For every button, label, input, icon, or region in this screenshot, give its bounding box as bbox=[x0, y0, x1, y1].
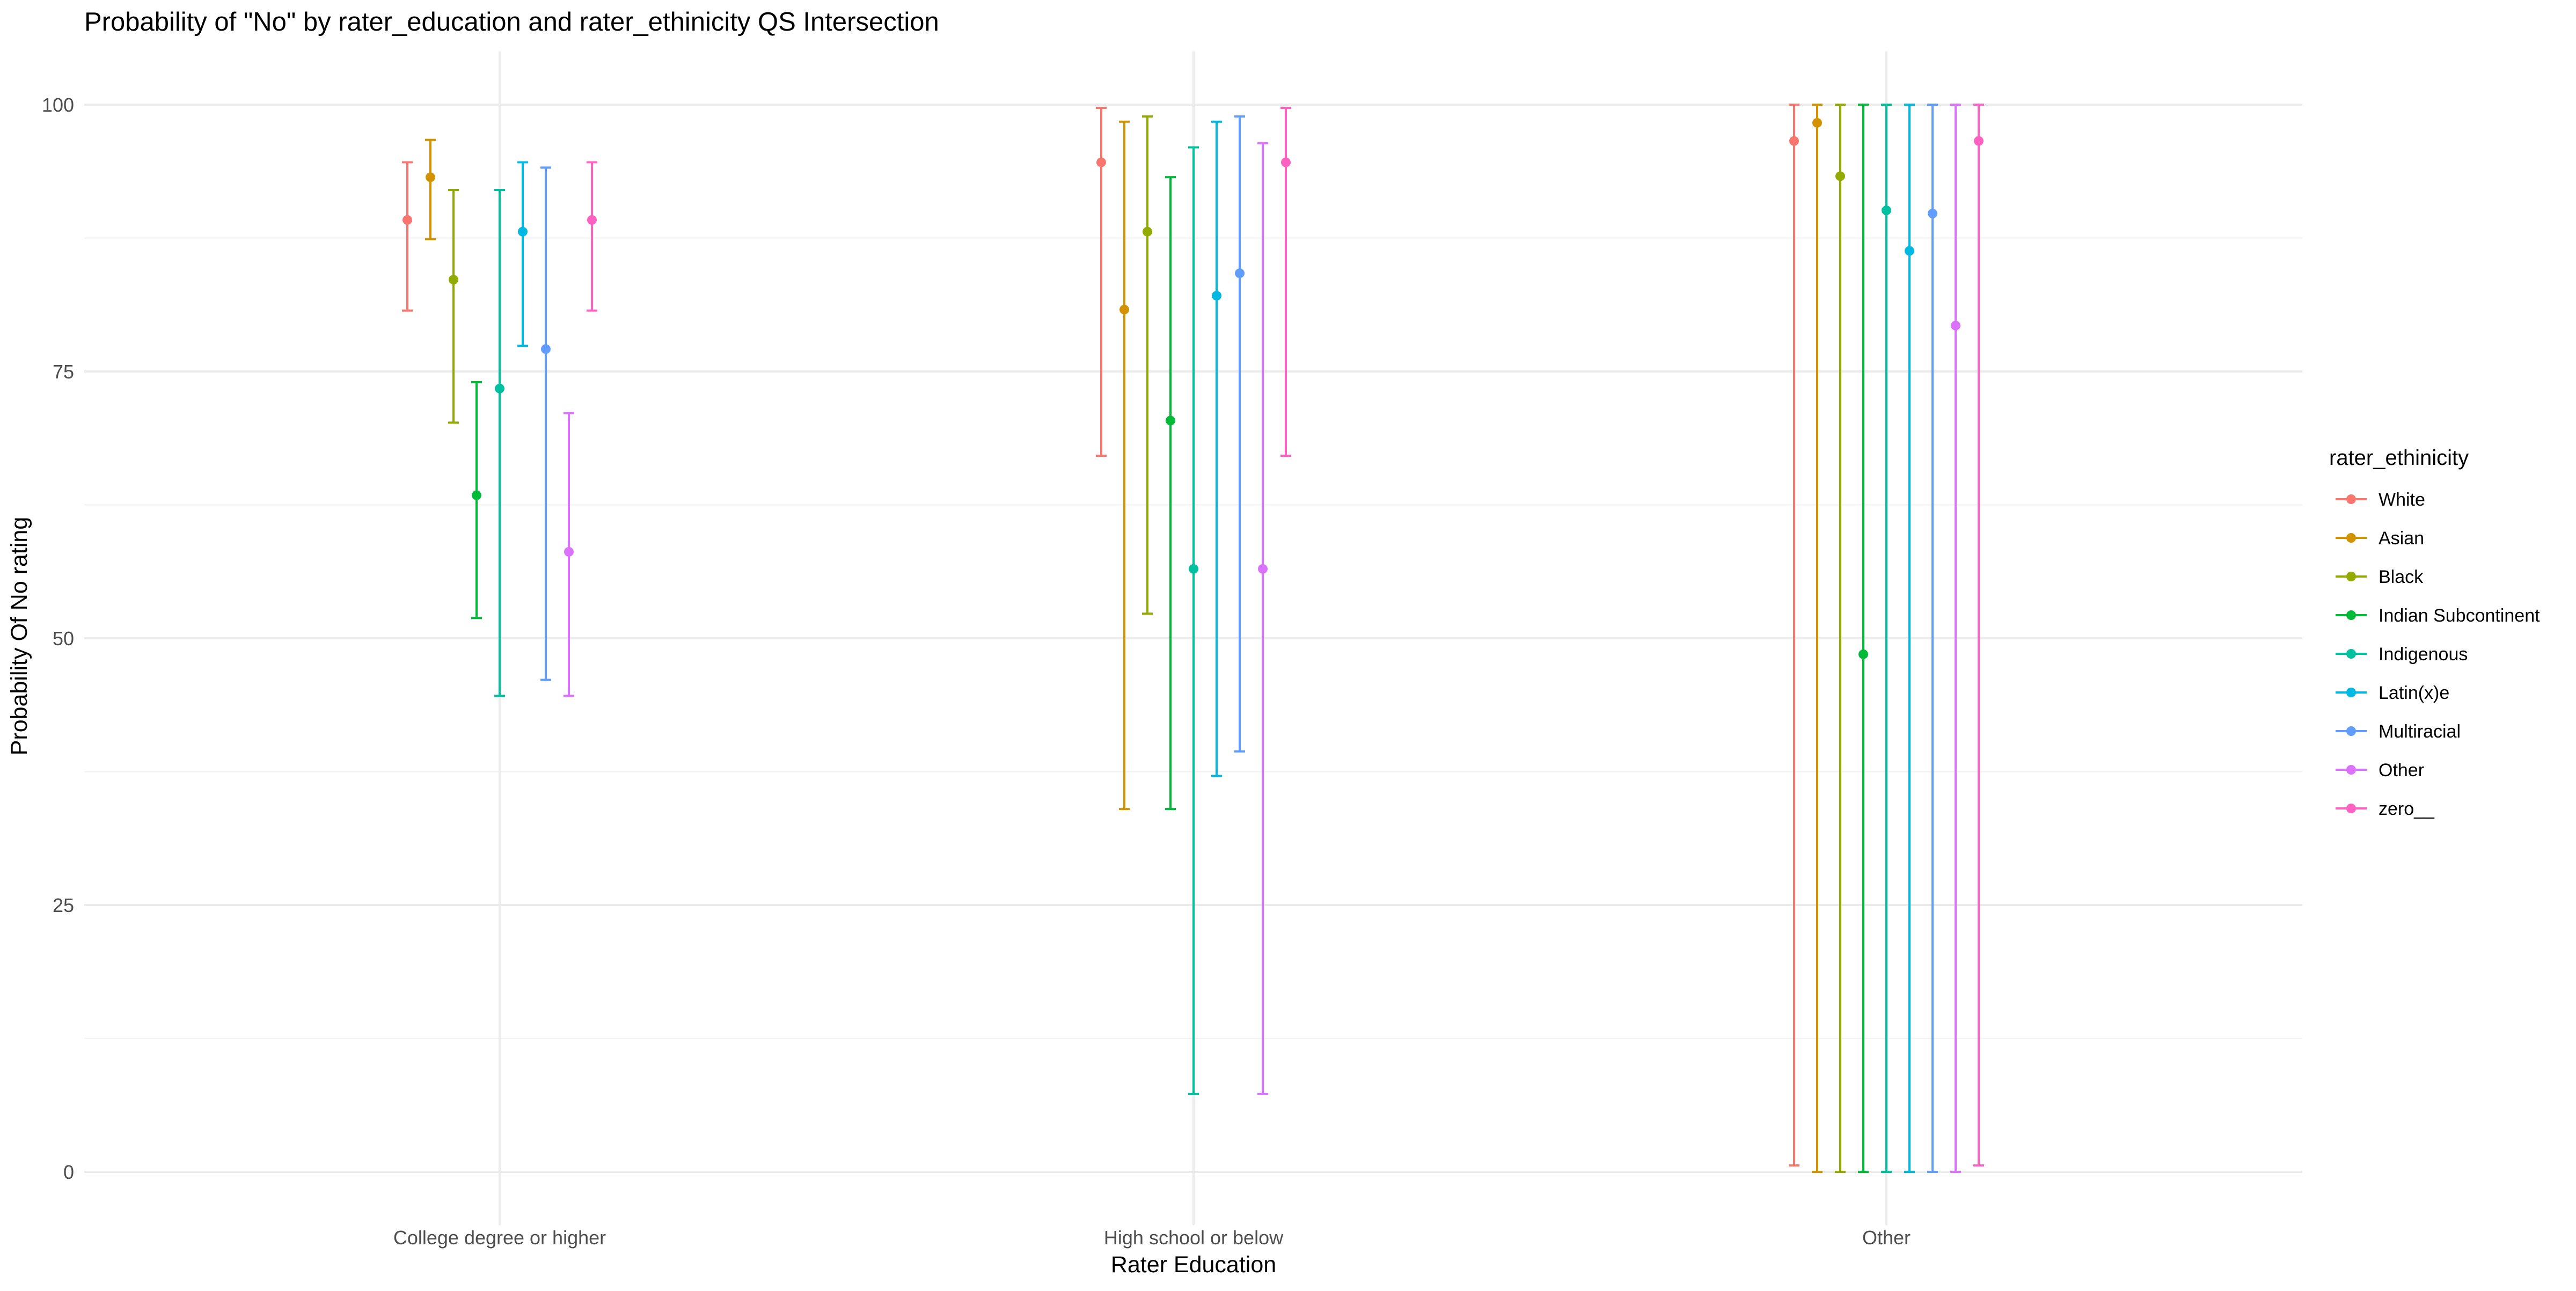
series-group bbox=[402, 104, 1799, 1167]
data-point bbox=[472, 490, 481, 500]
y-tick-label: 0 bbox=[63, 1161, 74, 1183]
legend-key-point bbox=[2346, 726, 2356, 736]
data-point bbox=[1835, 171, 1845, 181]
data-point bbox=[1212, 290, 1221, 301]
series-group bbox=[517, 104, 1915, 1173]
y-tick-label: 75 bbox=[53, 361, 74, 383]
x-axis-label: Rater Education bbox=[1111, 1252, 1276, 1278]
data-point bbox=[1882, 205, 1891, 215]
data-point bbox=[1258, 564, 1268, 574]
legend-key-point bbox=[2346, 765, 2356, 775]
data-point bbox=[1143, 227, 1152, 237]
legend-label: Indigenous bbox=[2379, 644, 2468, 665]
y-tick-label: 50 bbox=[53, 628, 74, 650]
legend-key-point bbox=[2346, 533, 2356, 543]
y-tick-labels: 0 25 50 75 100 bbox=[42, 94, 74, 1183]
data-point bbox=[587, 215, 597, 225]
chart-title: Probability of "No" by rater_education a… bbox=[84, 8, 939, 37]
legend-title: rater_ethinicity bbox=[2329, 446, 2469, 470]
legend-key-point bbox=[2346, 572, 2356, 581]
data-point bbox=[541, 344, 551, 354]
legend: rater_ethinicity White Asian Black Indian S… bbox=[2329, 446, 2540, 819]
legend-item: White bbox=[2336, 490, 2425, 510]
legend-label: Other bbox=[2379, 760, 2424, 781]
data-point bbox=[1189, 564, 1198, 574]
legend-item: Multiracial bbox=[2336, 721, 2461, 742]
series-group bbox=[448, 104, 1846, 1173]
legend-key-point bbox=[2346, 688, 2356, 697]
series-group bbox=[587, 104, 1984, 1167]
legend-key-point bbox=[2346, 649, 2356, 659]
series-group bbox=[494, 104, 1892, 1173]
legend-items: White Asian Black Indian Subcontinent Indige… bbox=[2336, 490, 2540, 819]
legend-item: Asian bbox=[2336, 528, 2424, 549]
data-point bbox=[1235, 268, 1245, 279]
series-group bbox=[425, 104, 1823, 1173]
legend-key-point bbox=[2346, 610, 2356, 620]
data-point bbox=[1858, 649, 1868, 659]
data-point bbox=[449, 275, 458, 285]
legend-label: Black bbox=[2379, 567, 2424, 587]
legend-label: Indian Subcontinent bbox=[2379, 606, 2540, 626]
x-tick-label: College degree or higher bbox=[393, 1227, 606, 1249]
legend-key-point bbox=[2346, 804, 2356, 813]
legend-label: Latin(x)e bbox=[2379, 683, 2449, 703]
legend-item: Black bbox=[2336, 567, 2424, 587]
legend-key-point bbox=[2346, 494, 2356, 504]
data-point bbox=[1789, 136, 1799, 146]
legend-item: Other bbox=[2336, 760, 2424, 781]
legend-label: Multiracial bbox=[2379, 721, 2461, 742]
series-group bbox=[564, 104, 1961, 1173]
data-point bbox=[402, 215, 412, 225]
x-tick-labels: College degree or higher High school or b… bbox=[393, 1227, 1911, 1249]
legend-item: Indian Subcontinent bbox=[2336, 606, 2540, 626]
data-point bbox=[426, 172, 435, 183]
data-point bbox=[1119, 304, 1129, 315]
legend-item: Indigenous bbox=[2336, 644, 2468, 665]
data-point bbox=[1812, 118, 1822, 128]
data-point bbox=[1281, 157, 1291, 167]
series-group bbox=[540, 104, 1938, 1173]
data-point bbox=[518, 227, 528, 237]
data-point bbox=[1951, 320, 1960, 331]
series-layer bbox=[402, 104, 1984, 1173]
y-axis-label: Probability Of No rating bbox=[6, 517, 32, 756]
data-point bbox=[1096, 157, 1106, 167]
x-tick-label: Other bbox=[1862, 1227, 1911, 1249]
data-point bbox=[1974, 136, 1984, 146]
data-point bbox=[1905, 246, 1914, 256]
y-tick-label: 100 bbox=[42, 94, 74, 116]
legend-item: Latin(x)e bbox=[2336, 683, 2449, 703]
series-group bbox=[471, 104, 1869, 1173]
data-point bbox=[495, 383, 504, 393]
y-tick-label: 25 bbox=[53, 894, 74, 916]
data-point bbox=[564, 546, 574, 557]
data-point bbox=[1166, 415, 1175, 426]
legend-label: zero__ bbox=[2379, 799, 2435, 819]
legend-label: White bbox=[2379, 490, 2425, 510]
x-tick-label: High school or below bbox=[1104, 1227, 1284, 1249]
data-point bbox=[1928, 208, 1937, 218]
legend-item: zero__ bbox=[2336, 799, 2435, 819]
legend-label: Asian bbox=[2379, 528, 2424, 549]
